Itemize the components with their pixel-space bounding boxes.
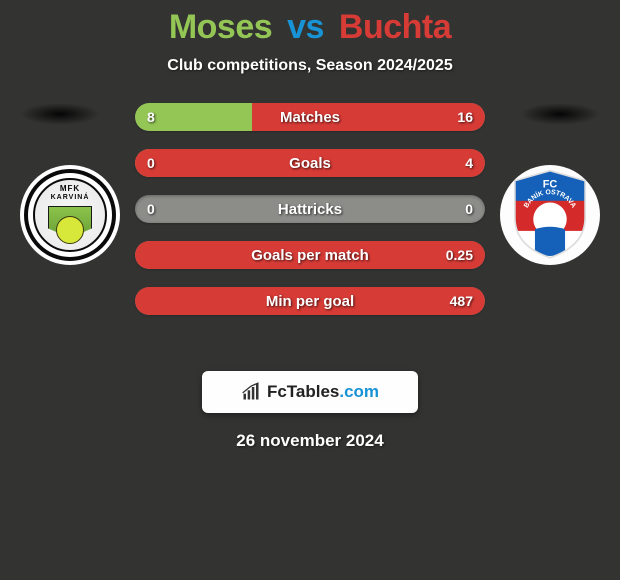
brand-name: FcTables — [267, 382, 339, 401]
stat-bar: Goals0 4 — [135, 149, 485, 177]
stat-label: Hattricks — [135, 195, 485, 223]
stat-bar: Goals per match0.25 — [135, 241, 485, 269]
subtitle: Club competitions, Season 2024/2025 — [0, 57, 620, 75]
stat-value-left: 8 — [147, 103, 155, 131]
stat-value-right: 4 — [465, 149, 473, 177]
stat-value-left: 0 — [147, 195, 155, 223]
stat-value-right: 16 — [457, 103, 473, 131]
vs-label: vs — [287, 8, 324, 46]
crest-left-ball-icon — [56, 216, 84, 244]
stat-value-right: 0 — [465, 195, 473, 223]
stat-bar: Matches8 16 — [135, 103, 485, 131]
crest-right-shield-icon: FC BANÍK OSTRAVA — [508, 169, 592, 261]
stat-label: Matches — [135, 103, 485, 131]
date-label: 26 november 2024 — [0, 431, 620, 451]
crest-left-text-bottom: KARVINÁ — [35, 194, 105, 201]
stat-value-right: 487 — [450, 287, 473, 315]
shadow-right — [520, 103, 600, 125]
stat-label: Goals per match — [135, 241, 485, 269]
stat-bar: Hattricks0 0 — [135, 195, 485, 223]
player1-name: Moses — [169, 8, 272, 46]
chart-icon — [241, 382, 261, 402]
svg-text:FC: FC — [543, 178, 558, 190]
comparison-panel: MFK KARVINÁ FC BANÍK OSTRAVA — [0, 103, 620, 363]
brand-badge[interactable]: FcTables.com — [202, 371, 418, 413]
stat-value-right: 0.25 — [446, 241, 473, 269]
brand-text: FcTables.com — [267, 382, 379, 402]
stat-label: Min per goal — [135, 287, 485, 315]
stat-bars: Matches816Goals04Hattricks00Goals per ma… — [135, 103, 485, 333]
stat-label: Goals — [135, 149, 485, 177]
page-title: Moses vs Buchta — [0, 0, 620, 47]
shadow-left — [20, 103, 100, 125]
club-crest-left: MFK KARVINÁ — [20, 165, 120, 265]
club-crest-right: FC BANÍK OSTRAVA — [500, 165, 600, 265]
crest-left-text-top: MFK — [35, 184, 105, 193]
stat-bar: Min per goal487 — [135, 287, 485, 315]
brand-suffix: .com — [339, 382, 379, 401]
player2-name: Buchta — [339, 8, 451, 46]
stat-value-left: 0 — [147, 149, 155, 177]
